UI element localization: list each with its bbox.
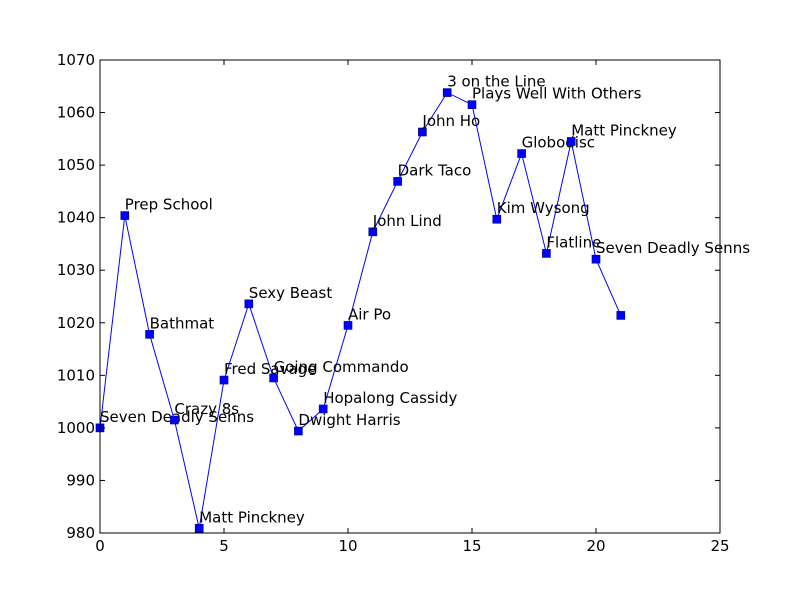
data-point bbox=[368, 227, 378, 237]
series-line bbox=[99, 91, 622, 529]
point-label: John Ho bbox=[421, 112, 480, 130]
data-point bbox=[294, 426, 303, 436]
point-label: Prep School bbox=[125, 196, 213, 214]
y-tick-label: 1060 bbox=[57, 104, 95, 122]
data-point bbox=[269, 373, 278, 383]
data-point bbox=[318, 404, 328, 414]
data-point bbox=[343, 321, 353, 330]
plot-frame bbox=[99, 59, 721, 534]
y-tick-label: 1000 bbox=[57, 419, 95, 437]
point-label: Sexy Beast bbox=[249, 284, 333, 302]
plot-layer: Seven Deadly Senns Prep School Bathmat Craz… bbox=[95, 73, 750, 533]
x-tick-label: 20 bbox=[586, 537, 605, 555]
y-tick-label: 1010 bbox=[57, 366, 95, 384]
point-label: Dwight Harris bbox=[298, 411, 400, 429]
point-label: Dark Taco bbox=[398, 161, 472, 179]
data-point bbox=[492, 214, 502, 224]
point-label: Matt Pinckney bbox=[571, 121, 677, 139]
axes-layer: 0 5 10 15 20 25 980 990 1000 1010 1020 1030 1040 1050… bbox=[57, 51, 730, 555]
data-point bbox=[467, 100, 477, 109]
x-tick-label: 10 bbox=[338, 537, 357, 555]
data-point bbox=[219, 375, 229, 385]
data-point bbox=[418, 127, 427, 137]
x-tick-label: 5 bbox=[219, 537, 229, 555]
data-point bbox=[591, 254, 601, 264]
point-label: Fred Savage bbox=[224, 360, 316, 378]
y-tick-label: 1070 bbox=[57, 51, 95, 69]
y-tick-label: 1030 bbox=[57, 261, 95, 279]
data-point bbox=[517, 149, 526, 158]
point-label: Air Po bbox=[348, 305, 391, 323]
point-label: 3 on the Line bbox=[447, 73, 545, 91]
x-tick-label: 25 bbox=[710, 537, 729, 555]
point-label: Flatline bbox=[546, 233, 601, 251]
data-point bbox=[616, 311, 626, 320]
point-label: Going Commando bbox=[274, 358, 409, 376]
point-label: Seven Deadly Senns bbox=[596, 239, 750, 257]
point-label: Plays Well With Others bbox=[472, 85, 642, 103]
data-point bbox=[442, 88, 452, 97]
data-point bbox=[170, 415, 179, 425]
point-label: Matt Pinckney bbox=[199, 508, 305, 526]
y-tick-label: 1020 bbox=[57, 314, 95, 332]
data-point bbox=[145, 330, 154, 339]
point-label: John Lind bbox=[372, 212, 442, 230]
data-point bbox=[566, 137, 576, 146]
data-point bbox=[393, 177, 402, 186]
data-point bbox=[244, 299, 254, 309]
data-point bbox=[194, 523, 204, 533]
y-tick-label: 1050 bbox=[57, 156, 95, 174]
point-label: Bathmat bbox=[150, 314, 215, 332]
x-tick-label: 0 bbox=[95, 537, 105, 555]
point-label: Kim Wysong bbox=[497, 199, 590, 217]
point-label: Crazy 8s bbox=[174, 400, 239, 418]
data-point bbox=[120, 211, 130, 220]
data-point bbox=[542, 249, 551, 258]
x-tick-label: 15 bbox=[462, 537, 481, 555]
point-label: Hopalong Cassidy bbox=[323, 389, 457, 407]
point-label: Globodisc bbox=[522, 134, 595, 152]
y-tick-label: 1040 bbox=[57, 209, 95, 227]
y-tick-label: 980 bbox=[66, 524, 95, 542]
y-tick-label: 990 bbox=[66, 471, 95, 489]
